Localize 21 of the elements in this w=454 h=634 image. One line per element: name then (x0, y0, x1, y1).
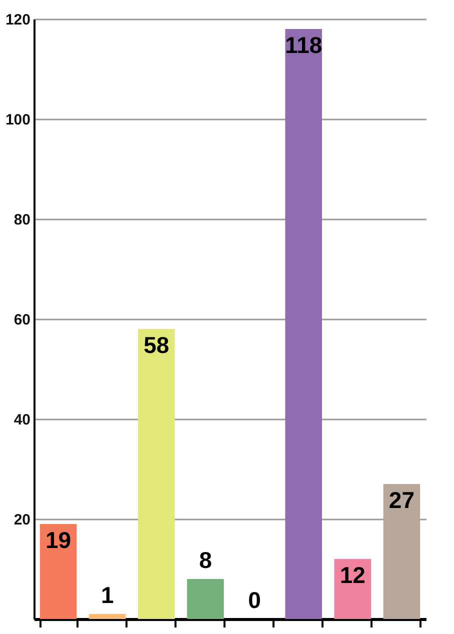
bar (285, 29, 322, 619)
data-label: 58 (144, 332, 170, 358)
y-tick-label: 100 (5, 112, 30, 128)
y-tick-label: 60 (14, 312, 30, 328)
y-tick-label: 20 (14, 512, 30, 528)
data-label: 12 (340, 562, 366, 588)
bar (40, 524, 77, 619)
bar (187, 579, 224, 619)
data-label: 1 (100, 582, 114, 608)
bar (88, 614, 126, 619)
y-tick-label: 120 (5, 12, 30, 28)
data-label: 8 (199, 547, 212, 573)
bar (138, 329, 175, 619)
data-label: 27 (388, 487, 415, 513)
bar (334, 559, 372, 619)
bar (383, 484, 420, 619)
y-tick-label: 40 (14, 412, 30, 428)
y-tick-label: 80 (14, 212, 30, 228)
data-label: 0 (248, 587, 261, 613)
data-label: 118 (285, 32, 322, 58)
data-label: 19 (45, 527, 72, 553)
